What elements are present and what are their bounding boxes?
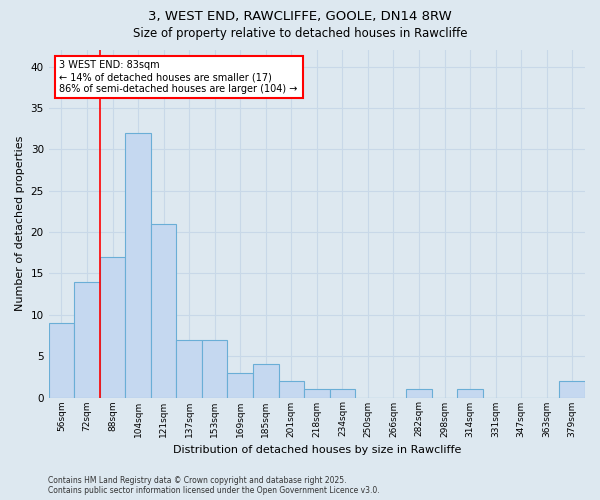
- Bar: [176, 340, 202, 398]
- Bar: [202, 340, 227, 398]
- Bar: [227, 372, 253, 398]
- Bar: [74, 282, 100, 398]
- Bar: [278, 381, 304, 398]
- Bar: [151, 224, 176, 398]
- Text: 3 WEST END: 83sqm
← 14% of detached houses are smaller (17)
86% of semi-detached: 3 WEST END: 83sqm ← 14% of detached hous…: [59, 60, 298, 94]
- Text: Size of property relative to detached houses in Rawcliffe: Size of property relative to detached ho…: [133, 28, 467, 40]
- Bar: [253, 364, 278, 398]
- X-axis label: Distribution of detached houses by size in Rawcliffe: Distribution of detached houses by size …: [173, 445, 461, 455]
- Y-axis label: Number of detached properties: Number of detached properties: [15, 136, 25, 312]
- Bar: [125, 132, 151, 398]
- Bar: [304, 389, 329, 398]
- Bar: [406, 389, 432, 398]
- Bar: [457, 389, 483, 398]
- Bar: [49, 323, 74, 398]
- Bar: [100, 257, 125, 398]
- Text: Contains HM Land Registry data © Crown copyright and database right 2025.
Contai: Contains HM Land Registry data © Crown c…: [48, 476, 380, 495]
- Bar: [559, 381, 585, 398]
- Bar: [329, 389, 355, 398]
- Text: 3, WEST END, RAWCLIFFE, GOOLE, DN14 8RW: 3, WEST END, RAWCLIFFE, GOOLE, DN14 8RW: [148, 10, 452, 23]
